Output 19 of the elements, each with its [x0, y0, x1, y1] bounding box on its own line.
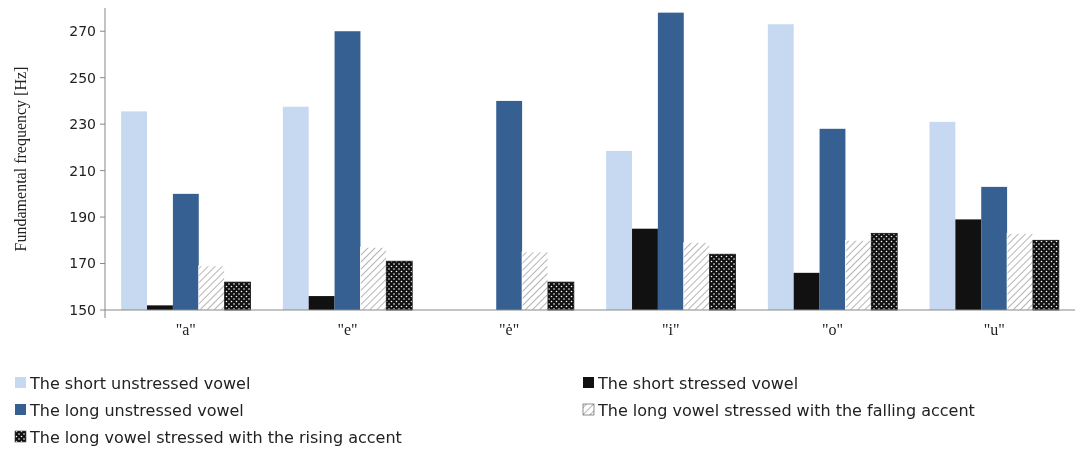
legend-label: The long vowel stressed with the falling accent [597, 400, 975, 420]
y-tick-label: 150 [69, 301, 96, 318]
legend-label: The short unstressed vowel [29, 373, 251, 393]
y-tick-label: 250 [69, 69, 96, 86]
legend-label: The long vowel stressed with the rising accent [29, 427, 402, 447]
y-tick-label: 210 [69, 162, 96, 179]
x-tick-label: "ė" [499, 321, 520, 338]
legend-label: The short stressed vowel [597, 373, 799, 393]
y-axis-title: Fundamental frequency [Hz] [12, 66, 30, 252]
y-tick-label: 230 [69, 116, 96, 133]
y-tick-label: 270 [69, 23, 96, 40]
y-tick-label: 190 [69, 208, 96, 225]
legend-label: The long unstressed vowel [29, 400, 244, 420]
x-tick-label: "a" [175, 321, 196, 338]
x-tick-label: "o" [821, 321, 844, 338]
x-tick-label: "u" [983, 321, 1005, 338]
x-tick-label: "i" [662, 321, 680, 338]
x-tick-label: "e" [337, 321, 358, 338]
y-tick-label: 170 [69, 255, 96, 272]
